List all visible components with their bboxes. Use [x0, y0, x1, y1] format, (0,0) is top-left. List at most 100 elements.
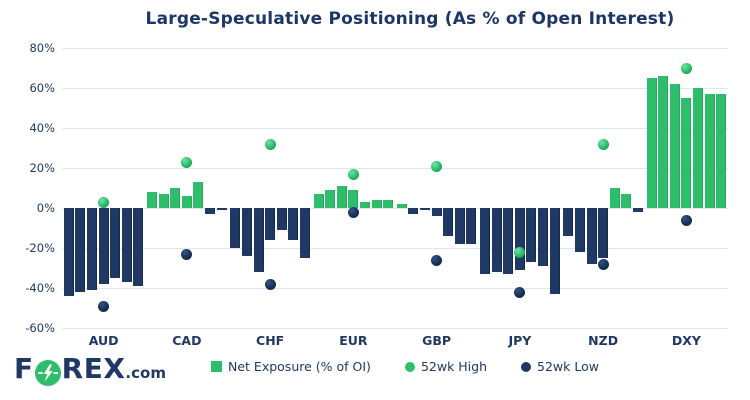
net-exposure-bar-dxy-3 — [681, 98, 692, 208]
net-exposure-swatch-icon — [211, 361, 223, 372]
forex-logo: F REX .com — [14, 352, 166, 386]
net-exposure-bar-eur-6 — [383, 200, 394, 208]
net-exposure-bar-jpy-0 — [480, 208, 491, 274]
legend: Net Exposure (% of OI) 52wk High 52wk Lo… — [60, 359, 750, 374]
y-axis-tick-label: 60% — [29, 81, 55, 95]
net-exposure-bar-dxy-5 — [704, 94, 715, 208]
y-axis-tick-label: 20% — [29, 161, 55, 175]
y-axis-tick-label: 80% — [29, 41, 55, 55]
52wk-high-dot-gbp — [431, 160, 443, 172]
y-axis-tick-label: 40% — [29, 121, 55, 135]
gridline — [62, 128, 728, 129]
gridline — [62, 168, 728, 169]
52wk-high-dot-aud — [98, 196, 110, 208]
52wk-low-dot-dxy — [680, 214, 692, 226]
gridline — [62, 328, 728, 329]
net-exposure-bar-jpy-4 — [526, 208, 537, 262]
net-exposure-bar-cad-4 — [193, 182, 204, 208]
logo-text-pre: F — [14, 352, 34, 385]
52wk-low-dot-aud — [98, 300, 110, 312]
52wk-low-dot-chf — [264, 278, 276, 290]
legend-label: 52wk High — [420, 359, 488, 374]
net-exposure-bar-chf-1 — [241, 208, 252, 256]
net-exposure-bar-chf-3 — [265, 208, 276, 240]
gridline — [62, 208, 728, 209]
net-exposure-bar-dxy-4 — [692, 88, 703, 208]
net-exposure-bar-aud-6 — [133, 208, 144, 286]
gridline — [62, 48, 728, 49]
52wk-low-dot-jpy — [514, 286, 526, 298]
52wk-high-dot-nzd — [597, 138, 609, 150]
net-exposure-bar-dxy-2 — [669, 84, 680, 208]
net-exposure-bar-chf-5 — [288, 208, 299, 240]
net-exposure-bar-nzd-6 — [632, 208, 643, 212]
y-axis-tick-label: -60% — [25, 321, 55, 335]
52wk-high-dot-eur — [347, 168, 359, 180]
x-axis-label-chf: CHF — [256, 333, 285, 348]
gridline — [62, 288, 728, 289]
net-exposure-bar-aud-4 — [110, 208, 121, 278]
net-exposure-bar-nzd-0 — [563, 208, 574, 236]
net-exposure-bar-eur-3 — [348, 190, 359, 208]
chart-title: Large-Speculative Positioning (As % of O… — [145, 9, 675, 29]
net-exposure-bar-gbp-6 — [466, 208, 477, 244]
net-exposure-bar-eur-4 — [359, 202, 370, 208]
net-exposure-bar-gbp-0 — [396, 204, 407, 208]
net-exposure-bar-nzd-2 — [586, 208, 597, 264]
forex-logo-o-icon — [34, 359, 61, 386]
52wk-high-dot-cad — [181, 156, 193, 168]
net-exposure-bar-chf-0 — [230, 208, 241, 248]
x-axis-label-nzd: NZD — [588, 333, 619, 348]
x-axis-label-jpy: JPY — [508, 333, 532, 348]
gridline — [62, 88, 728, 89]
52wk-high-dot-jpy — [514, 246, 526, 258]
legend-item-net-exposure: Net Exposure (% of OI) — [211, 359, 371, 374]
legend-label: Net Exposure (% of OI) — [228, 359, 371, 374]
low-dot-icon — [521, 361, 532, 372]
net-exposure-bar-jpy-2 — [503, 208, 514, 274]
net-exposure-bar-eur-2 — [336, 186, 347, 208]
net-exposure-bar-aud-1 — [75, 208, 86, 292]
net-exposure-bar-nzd-1 — [574, 208, 585, 252]
net-exposure-bar-chf-4 — [276, 208, 287, 230]
y-axis-tick-label: -40% — [25, 281, 55, 295]
net-exposure-bar-cad-2 — [170, 188, 181, 208]
net-exposure-bar-nzd-5 — [621, 194, 632, 208]
52wk-low-dot-nzd — [597, 258, 609, 270]
x-axis-label-dxy: DXY — [671, 333, 701, 348]
net-exposure-bar-gbp-3 — [431, 208, 442, 216]
net-exposure-bar-cad-5 — [205, 208, 216, 214]
high-dot-icon — [404, 361, 415, 372]
net-exposure-bar-eur-5 — [371, 200, 382, 208]
net-exposure-bar-jpy-1 — [491, 208, 502, 272]
net-exposure-bar-dxy-1 — [658, 76, 669, 208]
52wk-low-dot-gbp — [431, 254, 443, 266]
52wk-low-dot-cad — [181, 248, 193, 260]
net-exposure-bar-gbp-4 — [443, 208, 454, 236]
net-exposure-bar-jpy-3 — [514, 208, 525, 270]
net-exposure-bar-gbp-1 — [408, 208, 419, 214]
net-exposure-bar-chf-2 — [253, 208, 264, 272]
x-axis-label-cad: CAD — [172, 333, 202, 348]
x-axis-label-gbp: GBP — [422, 333, 452, 348]
x-axis-label-eur: EUR — [339, 333, 368, 348]
net-exposure-bar-aud-0 — [63, 208, 74, 296]
net-exposure-bar-dxy-0 — [646, 78, 657, 208]
net-exposure-bar-chf-6 — [299, 208, 310, 258]
y-axis-tick-label: 0% — [36, 201, 55, 215]
52wk-low-dot-eur — [347, 206, 359, 218]
net-exposure-bar-cad-6 — [216, 208, 227, 210]
net-exposure-bar-eur-1 — [325, 190, 336, 208]
net-exposure-bar-eur-0 — [313, 194, 324, 208]
net-exposure-bar-cad-3 — [181, 196, 192, 208]
net-exposure-bar-jpy-6 — [549, 208, 560, 294]
net-exposure-bar-cad-0 — [147, 192, 158, 208]
net-exposure-bar-nzd-4 — [609, 188, 620, 208]
x-axis-label-aud: AUD — [88, 333, 119, 348]
52wk-high-dot-chf — [264, 138, 276, 150]
52wk-high-dot-dxy — [680, 62, 692, 74]
net-exposure-bar-gbp-5 — [454, 208, 465, 244]
net-exposure-bar-cad-1 — [158, 194, 169, 208]
net-exposure-bar-jpy-5 — [538, 208, 549, 266]
